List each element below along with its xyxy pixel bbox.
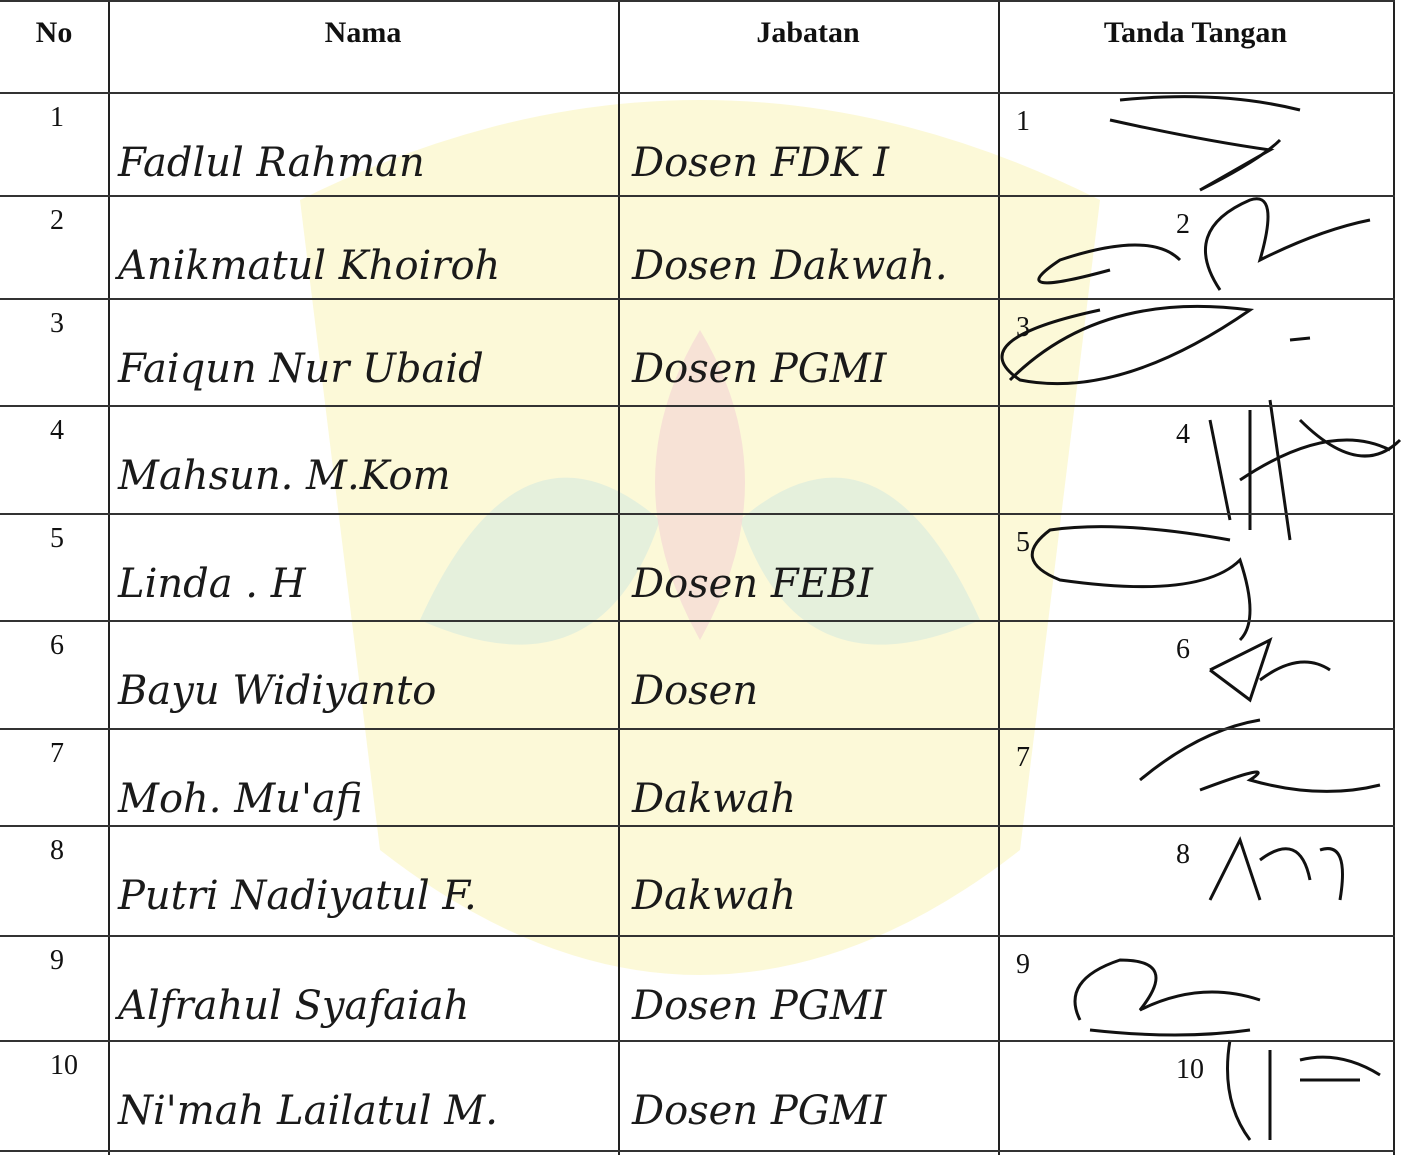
row-line — [0, 620, 1395, 622]
position: Dosen Dakwah. — [632, 243, 948, 289]
row-number: 8 — [50, 835, 64, 866]
name: Anikmatul Khoiroh — [118, 243, 501, 289]
row-line — [0, 825, 1395, 827]
row-number: 3 — [50, 308, 64, 339]
signature-number: 2 — [1176, 209, 1190, 240]
row-number: 10 — [50, 1050, 78, 1081]
name: Ni'mah Lailatul M. — [118, 1088, 498, 1134]
signature-number: 1 — [1016, 106, 1030, 137]
name: Putri Nadiyatul F. — [118, 873, 477, 919]
name: Moh. Mu'afi — [118, 776, 363, 822]
signature-number: 3 — [1016, 312, 1030, 343]
row-number: 4 — [50, 415, 64, 446]
signature-number: 10 — [1176, 1054, 1204, 1085]
position: Dosen PGMI — [632, 983, 887, 1029]
column-header: No — [35, 16, 73, 49]
name: Linda . H — [118, 561, 306, 607]
signature-number: 4 — [1176, 419, 1190, 450]
position: Dosen PGMI — [632, 346, 887, 392]
row-number: 6 — [50, 630, 64, 661]
row-number: 5 — [50, 523, 64, 554]
position: Dosen FEBI — [632, 561, 873, 607]
row-line — [0, 513, 1395, 515]
name: Bayu Widiyanto — [118, 668, 437, 714]
column-header: Jabatan — [756, 16, 860, 49]
position: Dosen — [632, 668, 759, 714]
position: Dosen PGMI — [632, 1088, 887, 1134]
name: Alfrahul Syafaiah — [118, 983, 470, 1029]
position: Dosen FDK I — [632, 140, 890, 186]
row-line — [0, 405, 1395, 407]
name: Faiqun Nur Ubaid — [118, 346, 484, 392]
signature-number: 8 — [1176, 839, 1190, 870]
row-number: 7 — [50, 738, 64, 769]
row-number: 2 — [50, 205, 64, 236]
signature-number: 7 — [1016, 742, 1030, 773]
column-header: Tanda Tangan — [1103, 16, 1288, 49]
signature-number: 5 — [1016, 527, 1030, 558]
position: Dakwah — [632, 776, 797, 822]
column-header: Nama — [324, 16, 402, 49]
row-line — [0, 935, 1395, 937]
position: Dakwah — [632, 873, 797, 919]
row-line — [0, 728, 1395, 730]
row-line — [0, 195, 1395, 197]
name: Fadlul Rahman — [118, 140, 425, 186]
name: Mahsun. M.Kom — [118, 453, 451, 499]
row-line — [0, 1150, 1395, 1152]
row-number: 1 — [50, 102, 64, 133]
row-line — [0, 298, 1395, 300]
row-line — [0, 1040, 1395, 1042]
row-number: 9 — [50, 945, 64, 976]
signature-number: 6 — [1176, 634, 1190, 665]
signature-number: 9 — [1016, 949, 1030, 980]
